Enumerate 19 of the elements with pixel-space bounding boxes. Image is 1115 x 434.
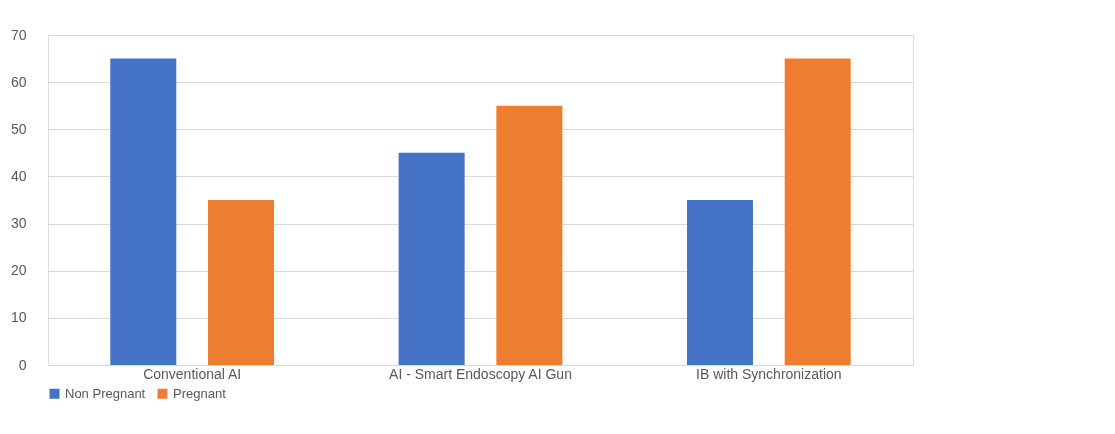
y-tick-label: 70 bbox=[10, 26, 27, 43]
y-tick-label: 60 bbox=[10, 73, 27, 90]
y-tick-label: 10 bbox=[10, 309, 27, 326]
y-tick-label: 50 bbox=[10, 120, 27, 137]
x-tick-label: AI - Smart Endoscopy AI Gun bbox=[389, 365, 572, 382]
legend-label: Pregnant bbox=[173, 385, 227, 401]
bar bbox=[110, 58, 177, 365]
bar bbox=[784, 58, 851, 365]
bar bbox=[686, 200, 753, 365]
y-tick-label: 40 bbox=[10, 167, 27, 184]
x-tick-label: IB with Synchronization bbox=[696, 365, 842, 382]
bar bbox=[208, 200, 275, 365]
y-tick-label: 20 bbox=[10, 262, 27, 279]
bar bbox=[496, 105, 563, 365]
x-tick-label: Conventional AI bbox=[143, 365, 242, 382]
y-tick-label: 0 bbox=[18, 356, 27, 373]
y-tick-label: 30 bbox=[10, 215, 27, 232]
bar bbox=[398, 152, 465, 365]
legend-label: Non Pregnant bbox=[65, 385, 146, 401]
